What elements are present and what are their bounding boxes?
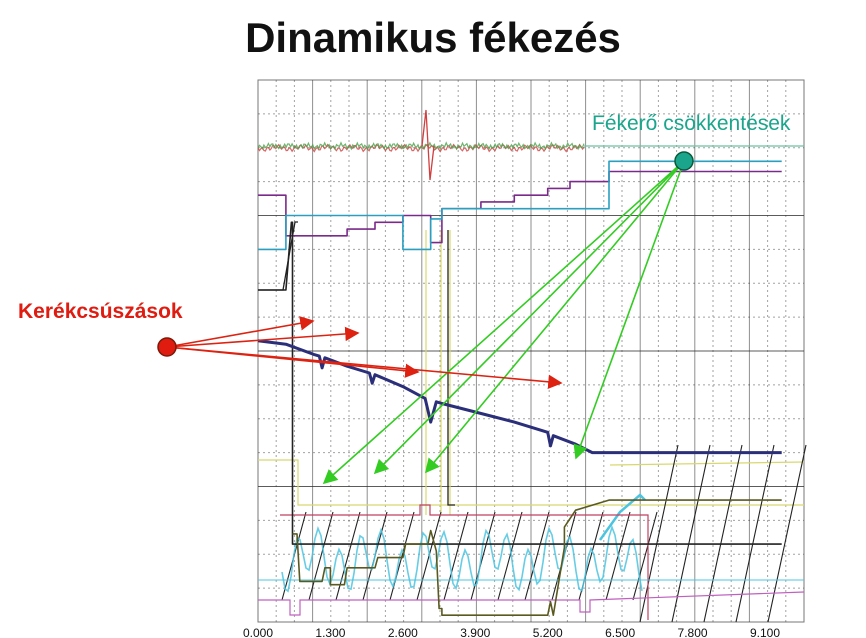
trace-cyan-end [598,493,646,541]
red-source-dot [157,337,177,357]
arrow-green-2 [424,160,685,474]
trace-yellow-lower [258,459,804,506]
x-tick-label: 9.100 [750,626,780,638]
green-source-dot [674,151,694,171]
noise-trace-green [257,141,585,151]
x-tick-label: 2.600 [388,626,418,638]
x-tick-label: 6.500 [605,626,635,638]
series-line-2 [258,221,782,545]
x-tick-label: 3.900 [460,626,490,638]
series-line-4 [292,499,782,616]
arrow-red-1 [166,326,360,348]
x-tick-label: 7.800 [678,626,708,638]
trace-yellow-right [609,461,805,466]
series-line-1 [258,160,782,251]
annotation-arrows [157,151,694,485]
band-magenta [258,591,805,616]
arrow-green-3 [573,160,685,460]
x-tick-labels: 0.000 1.300 2.600 3.900 5.200 6.500 7.800 9.100 [243,626,780,638]
band-red [280,504,649,620]
brake-force-reduction-label: Fékerő csökkentések [592,112,791,135]
extra-traces [257,109,807,623]
series-line-3 [257,339,782,455]
x-tick-label: 5.200 [533,626,563,638]
arrow-green-1 [373,160,685,475]
arrow-green-0 [322,160,685,485]
arrow-red-0 [166,316,315,348]
slide-title: Dinamikus fékezés [245,14,621,61]
trace-black-vertical [447,230,455,506]
x-tick-label: 1.300 [315,626,345,638]
series-line-0 [258,170,782,244]
wheel-slip-label: Kerékcsúszások [18,300,183,323]
trace-sawtooth-large [639,444,807,623]
trace-cyan-noisy [281,524,643,593]
noise-spike [421,109,435,181]
x-tick-label: 0.000 [243,626,273,638]
arrow-red-3 [166,346,563,390]
series-group [257,160,782,616]
